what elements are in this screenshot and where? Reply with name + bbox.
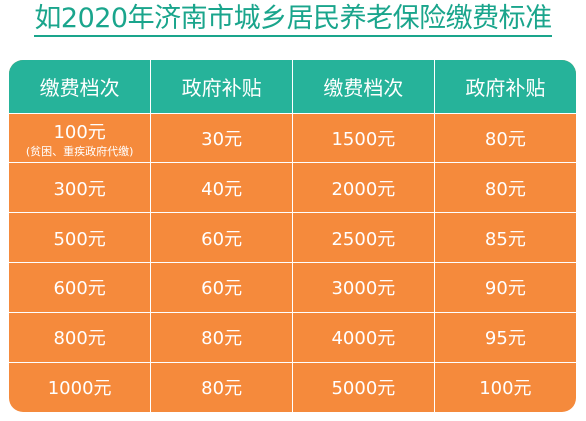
cell-subsidy-1: 30元 [150, 112, 293, 163]
page-title: 如2020年济南市城乡居民养老保险缴费标准 [0, 2, 586, 37]
cell-tier-1: 800元 [9, 311, 151, 363]
fee-table: 缴费档次 政府补贴 缴费档次 政府补贴 100元 (贫困、重疾政府代缴) 30元… [9, 60, 576, 412]
cell-subsidy-2: 95元 [433, 311, 576, 363]
header-subsidy-1: 政府补贴 [150, 60, 293, 113]
fee-table-card: 缴费档次 政府补贴 缴费档次 政府补贴 100元 (贫困、重疾政府代缴) 30元… [9, 60, 576, 412]
table-row: 100元 (贫困、重疾政府代缴) 30元 1500元 80元 [9, 112, 576, 163]
cell-tier-2: 2000元 [292, 162, 435, 213]
cell-tier-1: 300元 [9, 162, 151, 213]
cell-tier-1-note: (贫困、重疾政府代缴) [25, 144, 134, 158]
table-header-row: 缴费档次 政府补贴 缴费档次 政府补贴 [9, 60, 576, 113]
table-row: 600元 60元 3000元 90元 [9, 261, 576, 313]
cell-tier-2: 4000元 [292, 311, 435, 363]
cell-subsidy-2: 100元 [433, 361, 576, 412]
cell-subsidy-1: 80元 [150, 361, 293, 412]
cell-tier-1: 500元 [9, 212, 151, 263]
cell-tier-1: 600元 [9, 261, 151, 313]
cell-subsidy-1: 60元 [150, 212, 293, 263]
cell-subsidy-2: 90元 [433, 261, 576, 313]
page-title-text: 如2020年济南市城乡居民养老保险缴费标准 [34, 3, 552, 37]
table-row: 500元 60元 2500元 85元 [9, 212, 576, 263]
header-tier-1: 缴费档次 [9, 60, 151, 113]
table-row: 300元 40元 2000元 80元 [9, 162, 576, 213]
cell-subsidy-2: 85元 [433, 212, 576, 263]
table-row: 800元 80元 4000元 95元 [9, 311, 576, 363]
cell-tier-1: 100元 (贫困、重疾政府代缴) [9, 112, 151, 163]
cell-tier-2: 3000元 [292, 261, 435, 313]
cell-subsidy-1: 60元 [150, 261, 293, 313]
cell-tier-2: 2500元 [292, 212, 435, 263]
cell-subsidy-2: 80元 [433, 162, 576, 213]
cell-tier-1-value: 100元 [53, 121, 106, 143]
cell-tier-1: 1000元 [9, 361, 151, 412]
cell-subsidy-2: 80元 [433, 112, 576, 163]
cell-subsidy-1: 40元 [150, 162, 293, 213]
cell-tier-2: 5000元 [292, 361, 435, 412]
header-tier-2: 缴费档次 [292, 60, 435, 113]
header-subsidy-2: 政府补贴 [433, 60, 576, 113]
cell-subsidy-1: 80元 [150, 311, 293, 363]
cell-tier-2: 1500元 [292, 112, 435, 163]
table-row: 1000元 80元 5000元 100元 [9, 361, 576, 412]
